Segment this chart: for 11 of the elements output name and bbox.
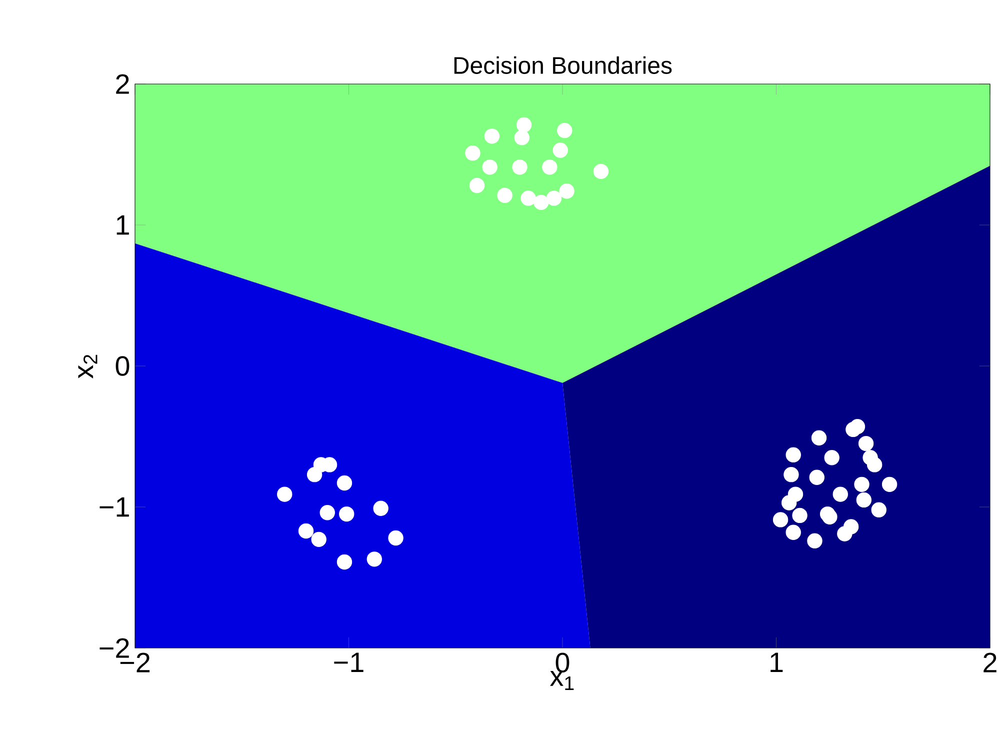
y-tick-label: 2 xyxy=(116,74,129,94)
x-tick-label: 1 xyxy=(770,652,783,672)
x-tick-label: 0 xyxy=(556,652,570,673)
y-tick-label: 1 xyxy=(116,215,129,235)
y-tick-label: 0 xyxy=(116,356,130,376)
y-tick-label: −1 xyxy=(100,497,129,517)
chart-title: Decision Boundaries xyxy=(454,56,672,74)
x-tick-label: −1 xyxy=(334,652,364,672)
x-tick-label: 2 xyxy=(984,652,996,672)
x-axis-title: x$_{1}$ xyxy=(550,671,574,690)
y-axis-title: x$_{2}$ xyxy=(78,354,98,378)
